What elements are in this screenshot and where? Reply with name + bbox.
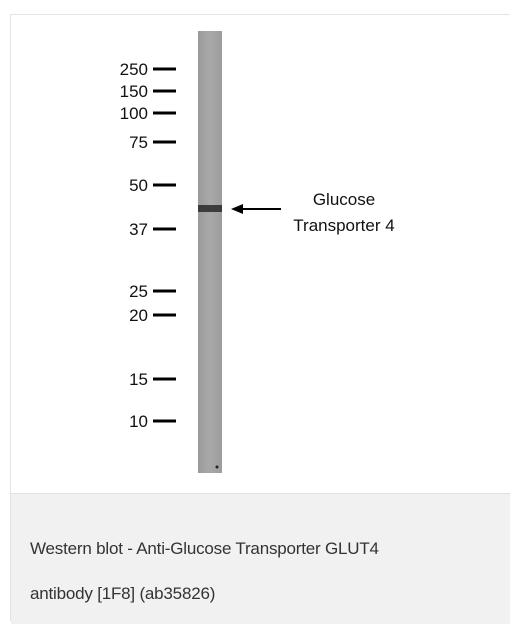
blot-lane: [198, 31, 222, 473]
marker-label: 20: [129, 306, 148, 325]
marker-label: 15: [129, 370, 148, 389]
speck: [216, 466, 219, 469]
caption-line: antibody [1F8] (ab35826): [30, 584, 215, 604]
western-blot: Glucose Transporter 4 250 150 100 75 50 37 25 2…: [11, 15, 510, 493]
arrow-head: [231, 204, 243, 214]
caption-line: Western blot - Anti-Glucose Transporter …: [30, 539, 379, 559]
image-card: Glucose Transporter 4 250 150 100 75 50 37 25 2…: [10, 14, 510, 621]
marker-label: 10: [129, 412, 148, 431]
band-label: Transporter 4: [293, 216, 394, 235]
marker-label: 37: [129, 220, 148, 239]
marker-label: 150: [120, 82, 148, 101]
marker-label: 25: [129, 282, 148, 301]
marker-label: 250: [120, 60, 148, 79]
marker-label: 75: [129, 133, 148, 152]
marker-label: 50: [129, 176, 148, 195]
marker-label: 100: [120, 104, 148, 123]
caption: Western blot - Anti-Glucose Transporter …: [11, 493, 510, 624]
blot-band: [198, 205, 222, 212]
band-label: Glucose: [313, 190, 375, 209]
page: {"figure": {"markers": ["250", "150", "1…: [0, 0, 510, 621]
